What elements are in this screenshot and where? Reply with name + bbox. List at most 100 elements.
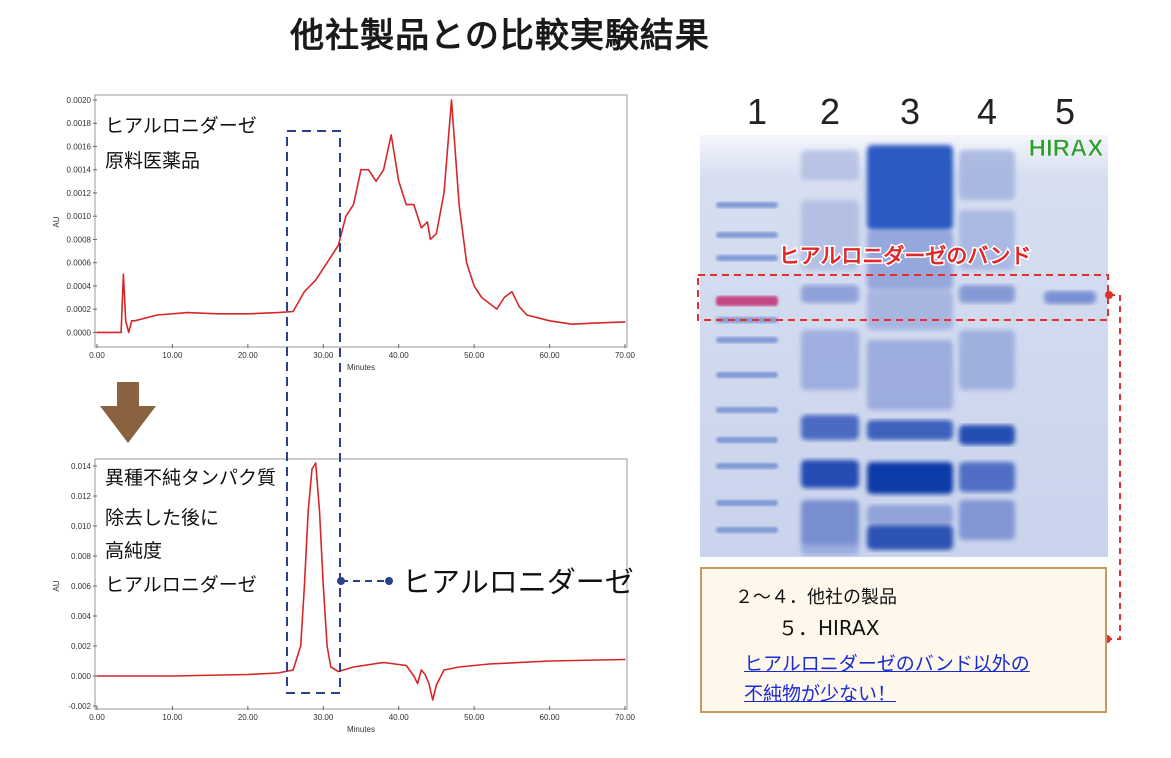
ladder-band xyxy=(716,500,778,506)
bottom-chart-series-line xyxy=(97,462,626,701)
top-chart-data-point xyxy=(345,215,347,217)
top-chart-y-tick-label: 0.0006 xyxy=(67,259,92,268)
top-chart-data-point xyxy=(352,203,355,206)
top-chart-y-tick-label: 0.0014 xyxy=(67,166,92,175)
bottom-chart-x-tick-label: 30.00 xyxy=(313,713,334,722)
bottom-chart-data-point xyxy=(311,468,313,470)
bottom-chart-x-tick-label: 10.00 xyxy=(162,713,183,722)
top-chart-data-point xyxy=(277,312,279,314)
bottom-chart-data-point xyxy=(424,673,426,676)
top-chart-data-point xyxy=(435,233,438,235)
top-label-2: 原料医薬品 xyxy=(105,150,200,172)
bottom-chart-y-tick-label: 0.012 xyxy=(71,492,92,501)
ladder-band xyxy=(716,296,778,306)
bottom-chart-y-tick-label: 0.002 xyxy=(71,642,92,651)
bottom-label-1: 異種不純タンパク質 xyxy=(105,467,276,489)
bottom-chart-y-tick-label: 0.006 xyxy=(71,582,92,591)
gel-band xyxy=(867,462,953,494)
gel-band xyxy=(867,290,953,330)
caption-box: ２～４．他社の製品 ５．HIRAX ヒアルロニダーゼのバンド以外の 不純物が少な… xyxy=(700,567,1107,713)
ladder-band xyxy=(716,463,778,469)
bottom-chart-x-tick-label: 0.00 xyxy=(89,713,105,722)
bottom-chart-data-point xyxy=(307,510,309,512)
gel-band xyxy=(801,460,859,488)
bottom-chart-data-point xyxy=(420,669,422,671)
top-chart-data-point xyxy=(383,169,385,171)
gel-band xyxy=(959,150,1015,200)
top-chart-data-point xyxy=(503,296,505,299)
bottom-chart-data-point xyxy=(277,672,279,674)
bottom-chart-data-point xyxy=(322,585,324,587)
bottom-chart-data-point xyxy=(548,660,551,662)
caption-line-2: ５．HIRAX xyxy=(778,616,880,640)
top-chart-data-point xyxy=(450,99,453,101)
bottom-chart-y-tick-label: -0.002 xyxy=(68,702,91,711)
top-chart-data-point xyxy=(247,313,249,315)
gel-band xyxy=(867,525,953,550)
lane-number-3: 3 xyxy=(900,91,920,132)
bottom-chart-y-axis-label: AU xyxy=(52,580,61,591)
bottom-label-2: 除去した後に xyxy=(105,507,219,529)
top-chart-data-point xyxy=(526,314,528,316)
top-chart-data-point xyxy=(131,320,133,322)
gel-band xyxy=(1044,291,1096,304)
gel-band xyxy=(867,505,953,525)
bottom-chart-data-point xyxy=(458,666,460,668)
top-chart-data-point xyxy=(594,322,596,324)
top-chart-data-point xyxy=(420,227,422,229)
bottom-chart-data-point xyxy=(432,699,434,701)
top-chart-data-point xyxy=(326,262,328,264)
ladder-band xyxy=(716,437,778,443)
top-chart-data-point xyxy=(156,314,158,316)
top-chart-data-point xyxy=(360,169,362,171)
bottom-chart-data-point xyxy=(383,661,385,664)
bottom-chart-data-point xyxy=(488,663,490,665)
gel-band xyxy=(801,415,859,440)
gel-band xyxy=(801,150,859,180)
ladder-band xyxy=(716,407,778,413)
bottom-chart-data-point xyxy=(292,669,294,671)
bottom-chart-data-point xyxy=(171,675,174,677)
top-chart-y-tick-label: 0.0016 xyxy=(67,142,92,151)
hirax-label: HIRAX xyxy=(1029,135,1104,162)
top-chart-data-point xyxy=(413,203,415,206)
gel-band xyxy=(867,340,953,410)
top-chart-x-axis-label: Minutes xyxy=(347,363,375,372)
top-chart-x-tick-label: 50.00 xyxy=(464,351,485,360)
caption-line-1: ２～４．他社の製品 xyxy=(735,587,897,608)
lane-number-4: 4 xyxy=(977,91,997,132)
top-chart-frame xyxy=(94,94,628,348)
bottom-chart-data-point xyxy=(315,462,317,464)
bottom-chart-data-point xyxy=(326,645,328,647)
bottom-chart-data-point xyxy=(428,682,430,685)
bottom-chart-data-point xyxy=(624,658,626,661)
bottom-chart-data-point xyxy=(247,673,249,676)
top-chart-data-point xyxy=(398,180,400,182)
top-chart-data-point xyxy=(390,134,392,136)
top-chart-data-point xyxy=(186,312,189,314)
bottom-chart-y-tick-label: 0.014 xyxy=(71,462,92,471)
top-chart-y-axis-label: AU xyxy=(52,216,61,227)
lane-number-1: 1 xyxy=(747,91,767,132)
bottom-chart-data-point xyxy=(443,669,445,671)
ladder-band xyxy=(716,527,778,533)
top-chart-data-point xyxy=(337,244,339,246)
bottom-chart-frame xyxy=(94,458,628,710)
top-chart-x-tick-label: 10.00 xyxy=(162,351,183,360)
top-chart-data-point xyxy=(624,321,626,323)
top-chart-data-point xyxy=(571,323,573,325)
top-chart-data-point xyxy=(548,320,551,322)
bottom-chart-x-tick-label: 70.00 xyxy=(615,713,636,722)
top-chart-data-point xyxy=(466,262,468,264)
lane-number-5: 5 xyxy=(1055,91,1075,132)
bottom-chart-y-tick-label: 0.008 xyxy=(71,552,92,561)
top-chart-data-point xyxy=(458,203,460,206)
gel-band xyxy=(959,425,1015,445)
top-chart-data-point xyxy=(217,313,219,315)
top-chart-data-point xyxy=(122,273,124,275)
top-chart-y-tick-label: 0.0000 xyxy=(67,328,92,337)
top-chart-x-tick-label: 70.00 xyxy=(615,351,636,360)
top-chart-data-point xyxy=(481,296,483,299)
peak-highlight-box xyxy=(286,130,341,694)
bottom-chart-data-point xyxy=(96,675,98,677)
